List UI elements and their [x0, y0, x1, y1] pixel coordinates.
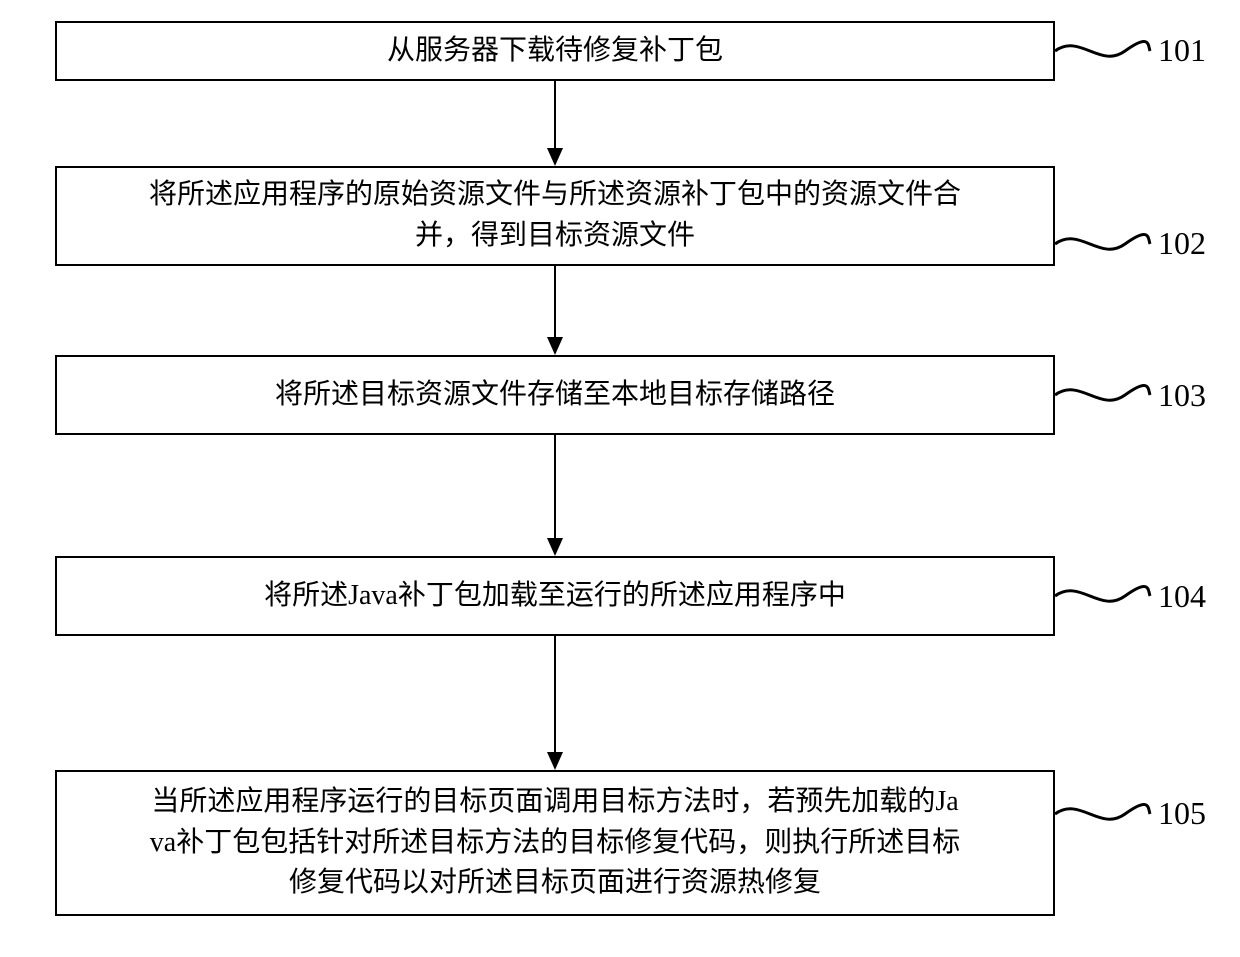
flowchart-canvas: 从服务器下载待修复补丁包 101 将所述应用程序的原始资源文件与所述资源补丁包中…	[0, 0, 1240, 957]
step-label-105: 105	[1158, 795, 1206, 832]
connector-105	[0, 0, 1240, 957]
